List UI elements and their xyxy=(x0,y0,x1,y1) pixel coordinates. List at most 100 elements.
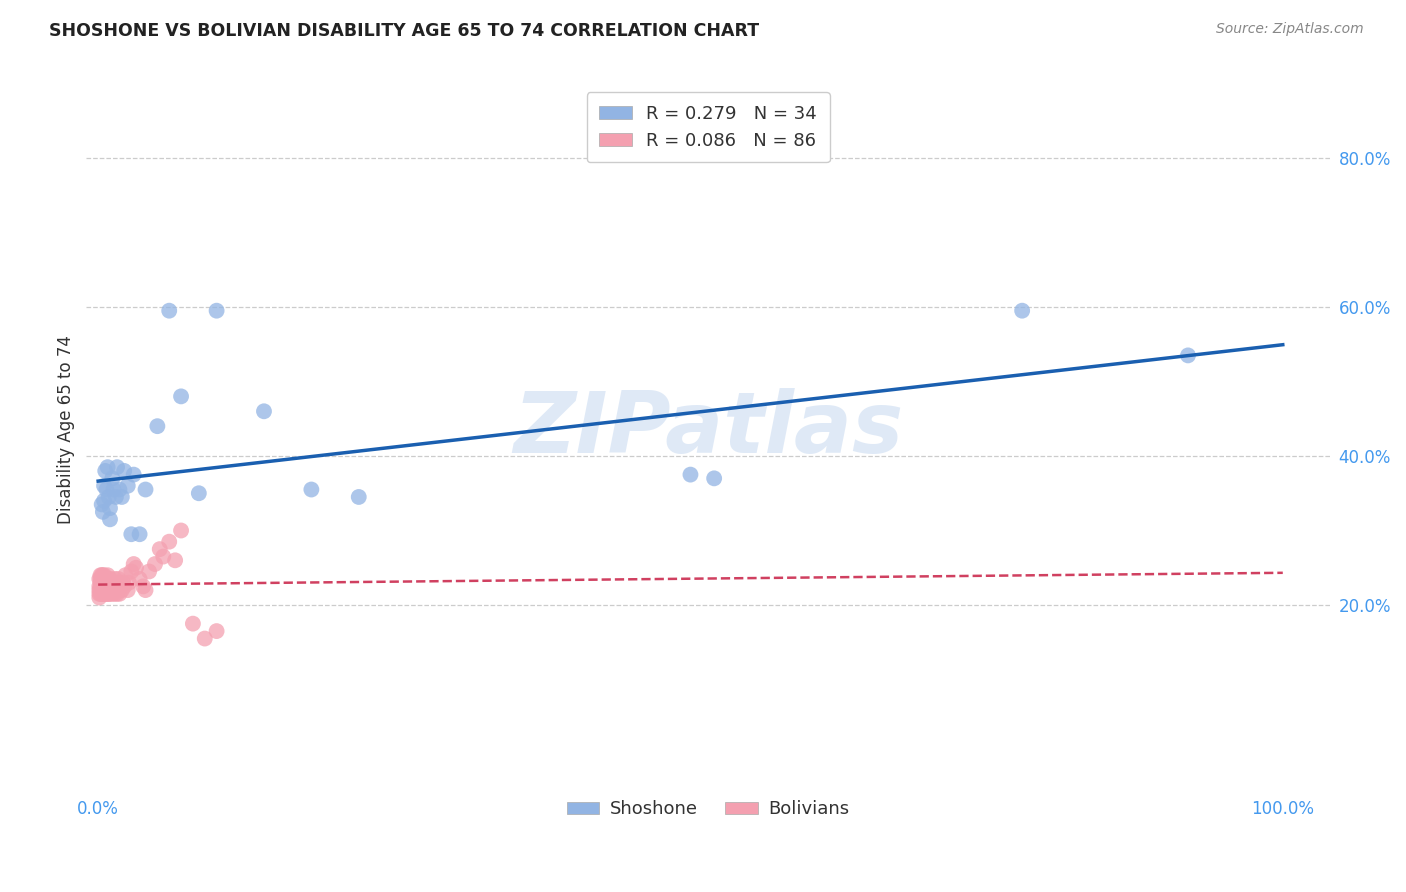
Point xyxy=(97,575,120,590)
Point xyxy=(96,579,118,593)
Point xyxy=(110,579,132,593)
Point xyxy=(97,583,120,598)
Point xyxy=(125,560,148,574)
Point xyxy=(104,575,127,590)
Point xyxy=(105,579,128,593)
Point xyxy=(152,549,174,564)
Point xyxy=(111,575,134,590)
Point xyxy=(111,583,134,598)
Point xyxy=(703,471,725,485)
Point xyxy=(91,575,114,590)
Point xyxy=(90,579,112,593)
Point xyxy=(114,568,136,582)
Point xyxy=(89,579,111,593)
Point xyxy=(143,557,166,571)
Point xyxy=(105,460,128,475)
Point xyxy=(104,572,127,586)
Point xyxy=(89,572,111,586)
Point xyxy=(97,587,120,601)
Point xyxy=(89,572,111,586)
Point xyxy=(90,587,112,601)
Point xyxy=(181,616,204,631)
Point xyxy=(128,572,150,586)
Point xyxy=(132,579,155,593)
Point xyxy=(93,587,115,601)
Point xyxy=(135,583,157,598)
Point xyxy=(98,512,121,526)
Point xyxy=(96,583,118,598)
Point xyxy=(90,575,112,590)
Point xyxy=(170,389,193,403)
Point xyxy=(90,572,112,586)
Point xyxy=(94,587,117,601)
Point xyxy=(98,587,121,601)
Point xyxy=(165,553,187,567)
Point xyxy=(112,464,135,478)
Point xyxy=(98,579,121,593)
Point xyxy=(89,587,111,601)
Point xyxy=(101,575,124,590)
Point xyxy=(118,575,141,590)
Point xyxy=(90,497,112,511)
Point xyxy=(91,583,114,598)
Point xyxy=(120,527,142,541)
Point xyxy=(170,524,193,538)
Point xyxy=(157,534,180,549)
Point xyxy=(122,557,145,571)
Point xyxy=(94,583,117,598)
Point xyxy=(108,587,131,601)
Point xyxy=(101,587,124,601)
Point xyxy=(347,490,370,504)
Point xyxy=(93,579,115,593)
Point xyxy=(90,583,112,598)
Text: Source: ZipAtlas.com: Source: ZipAtlas.com xyxy=(1216,22,1364,37)
Point xyxy=(91,579,114,593)
Text: ZIPatlas: ZIPatlas xyxy=(513,388,903,471)
Point xyxy=(111,490,134,504)
Point xyxy=(91,587,114,601)
Point xyxy=(89,591,111,605)
Point xyxy=(146,419,169,434)
Point xyxy=(104,490,127,504)
Point xyxy=(122,467,145,482)
Point xyxy=(94,464,117,478)
Point xyxy=(93,583,115,598)
Point xyxy=(128,527,150,541)
Point xyxy=(108,483,131,497)
Point xyxy=(91,505,114,519)
Point xyxy=(103,483,125,497)
Point xyxy=(205,303,228,318)
Point xyxy=(97,572,120,586)
Point xyxy=(97,583,120,598)
Point xyxy=(253,404,276,418)
Legend: Shoshone, Bolivians: Shoshone, Bolivians xyxy=(560,793,856,826)
Point xyxy=(101,471,124,485)
Point xyxy=(90,568,112,582)
Point xyxy=(135,483,157,497)
Point xyxy=(103,575,125,590)
Point xyxy=(149,542,172,557)
Point xyxy=(97,587,120,601)
Point xyxy=(98,501,121,516)
Point xyxy=(93,568,115,582)
Point xyxy=(100,583,122,598)
Point xyxy=(93,493,115,508)
Point xyxy=(1177,348,1199,362)
Point xyxy=(93,479,115,493)
Point xyxy=(97,460,120,475)
Text: SHOSHONE VS BOLIVIAN DISABILITY AGE 65 TO 74 CORRELATION CHART: SHOSHONE VS BOLIVIAN DISABILITY AGE 65 T… xyxy=(49,22,759,40)
Point xyxy=(89,575,111,590)
Point xyxy=(97,490,120,504)
Point xyxy=(187,486,209,500)
Point xyxy=(89,583,111,598)
Point xyxy=(96,572,118,586)
Point xyxy=(299,483,322,497)
Point xyxy=(112,579,135,593)
Point xyxy=(94,579,117,593)
Point xyxy=(89,583,111,598)
Point xyxy=(89,587,111,601)
Point xyxy=(120,565,142,579)
Point xyxy=(104,587,127,601)
Point xyxy=(104,583,127,598)
Point xyxy=(93,572,115,586)
